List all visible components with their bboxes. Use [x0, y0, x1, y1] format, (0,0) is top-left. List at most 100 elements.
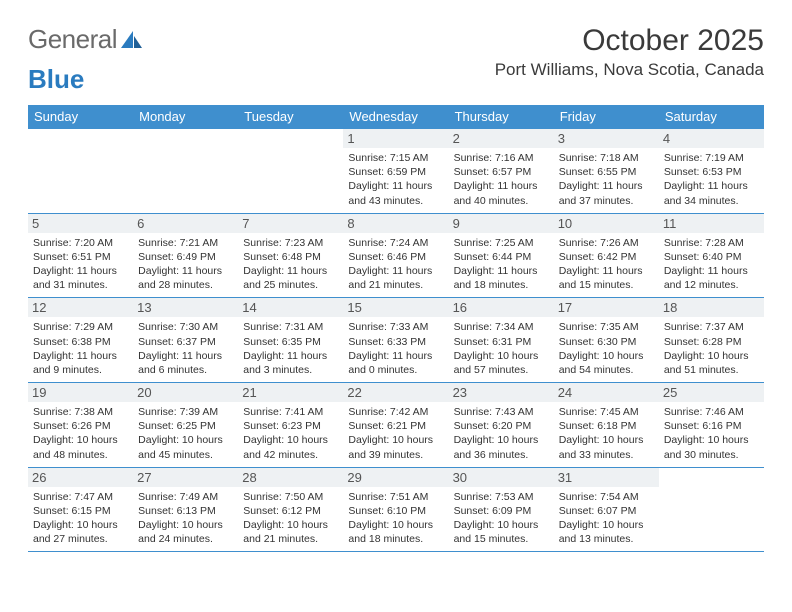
day-details: Sunrise: 7:26 AMSunset: 6:42 PMDaylight:…	[559, 236, 654, 293]
daylight-line: Daylight: 11 hours and 40 minutes.	[454, 179, 549, 207]
day-cell	[238, 129, 343, 213]
day-cell: 7Sunrise: 7:23 AMSunset: 6:48 PMDaylight…	[238, 214, 343, 298]
day-number: 4	[659, 129, 764, 148]
day-cell: 5 Sunrise: 7:20 AMSunset: 6:51 PMDaylight…	[28, 214, 133, 298]
day-cell: 26Sunrise: 7:47 AMSunset: 6:15 PMDayligh…	[28, 468, 133, 552]
sunrise-line: Sunrise: 7:21 AM	[138, 236, 233, 250]
daylight-line: Daylight: 10 hours and 45 minutes.	[138, 433, 233, 461]
day-details: Sunrise: 7:39 AMSunset: 6:25 PMDaylight:…	[138, 405, 233, 462]
day-cell: 20 Sunrise: 7:39 AMSunset: 6:25 PMDayligh…	[133, 383, 238, 467]
day-details: Sunrise: 7:15 AMSunset: 6:59 PMDaylight:…	[348, 151, 443, 208]
day-cell: 13 Sunrise: 7:30 AMSunset: 6:37 PMDayligh…	[133, 298, 238, 382]
daylight-line: Daylight: 11 hours and 15 minutes.	[559, 264, 654, 292]
day-details: Sunrise: 7:20 AMSunset: 6:51 PMDaylight:…	[33, 236, 128, 293]
day-number: 9	[449, 214, 554, 233]
sunrise-line: Sunrise: 7:47 AM	[33, 490, 128, 504]
week-row: 19Sunrise: 7:38 AMSunset: 6:26 PMDayligh…	[28, 383, 764, 468]
weekday-header: Monday	[133, 105, 238, 129]
daylight-line: Daylight: 11 hours and 25 minutes.	[243, 264, 338, 292]
day-cell: 18Sunrise: 7:37 AMSunset: 6:28 PMDayligh…	[659, 298, 764, 382]
weekday-header-row: Sunday Monday Tuesday Wednesday Thursday…	[28, 105, 764, 129]
day-cell: 9Sunrise: 7:25 AMSunset: 6:44 PMDaylight…	[449, 214, 554, 298]
location-label: Port Williams, Nova Scotia, Canada	[495, 60, 764, 80]
sunset-line: Sunset: 6:09 PM	[454, 504, 549, 518]
daylight-line: Daylight: 10 hours and 21 minutes.	[243, 518, 338, 546]
day-number: 12	[28, 298, 133, 317]
sunset-line: Sunset: 6:23 PM	[243, 419, 338, 433]
day-number: 18	[659, 298, 764, 317]
day-number: 1	[343, 129, 448, 148]
daylight-line: Daylight: 10 hours and 15 minutes.	[454, 518, 549, 546]
sunrise-line: Sunrise: 7:19 AM	[664, 151, 759, 165]
daylight-line: Daylight: 11 hours and 9 minutes.	[33, 349, 128, 377]
sunrise-line: Sunrise: 7:37 AM	[664, 320, 759, 334]
day-number: 14	[238, 298, 343, 317]
daylight-line: Daylight: 11 hours and 3 minutes.	[243, 349, 338, 377]
day-details: Sunrise: 7:29 AMSunset: 6:38 PMDaylight:…	[33, 320, 128, 377]
day-cell: 21Sunrise: 7:41 AMSunset: 6:23 PMDayligh…	[238, 383, 343, 467]
day-details: Sunrise: 7:41 AMSunset: 6:23 PMDaylight:…	[243, 405, 338, 462]
day-details: Sunrise: 7:34 AMSunset: 6:31 PMDaylight:…	[454, 320, 549, 377]
sunrise-line: Sunrise: 7:46 AM	[664, 405, 759, 419]
day-details: Sunrise: 7:19 AMSunset: 6:53 PMDaylight:…	[664, 151, 759, 208]
sunrise-line: Sunrise: 7:30 AM	[138, 320, 233, 334]
daylight-line: Daylight: 10 hours and 24 minutes.	[138, 518, 233, 546]
sunrise-line: Sunrise: 7:50 AM	[243, 490, 338, 504]
daylight-line: Daylight: 11 hours and 31 minutes.	[33, 264, 128, 292]
day-number: 13	[133, 298, 238, 317]
daylight-line: Daylight: 10 hours and 57 minutes.	[454, 349, 549, 377]
sunrise-line: Sunrise: 7:18 AM	[559, 151, 654, 165]
day-details: Sunrise: 7:43 AMSunset: 6:20 PMDaylight:…	[454, 405, 549, 462]
day-number: 20	[133, 383, 238, 402]
sunrise-line: Sunrise: 7:24 AM	[348, 236, 443, 250]
sunrise-line: Sunrise: 7:42 AM	[348, 405, 443, 419]
daylight-line: Daylight: 10 hours and 39 minutes.	[348, 433, 443, 461]
day-cell: 29 Sunrise: 7:51 AMSunset: 6:10 PMDayligh…	[343, 468, 448, 552]
day-details: Sunrise: 7:30 AMSunset: 6:37 PMDaylight:…	[138, 320, 233, 377]
day-cell: 23 Sunrise: 7:43 AMSunset: 6:20 PMDayligh…	[449, 383, 554, 467]
day-number: 8	[343, 214, 448, 233]
daylight-line: Daylight: 11 hours and 21 minutes.	[348, 264, 443, 292]
day-number: 5	[28, 214, 133, 233]
sunrise-line: Sunrise: 7:33 AM	[348, 320, 443, 334]
logo-text-2: Blue	[28, 64, 84, 94]
weekday-header: Wednesday	[343, 105, 448, 129]
day-cell: 19Sunrise: 7:38 AMSunset: 6:26 PMDayligh…	[28, 383, 133, 467]
daylight-line: Daylight: 10 hours and 13 minutes.	[559, 518, 654, 546]
day-number: 23	[449, 383, 554, 402]
daylight-line: Daylight: 11 hours and 6 minutes.	[138, 349, 233, 377]
daylight-line: Daylight: 11 hours and 43 minutes.	[348, 179, 443, 207]
daylight-line: Daylight: 11 hours and 37 minutes.	[559, 179, 654, 207]
day-details: Sunrise: 7:51 AMSunset: 6:10 PMDaylight:…	[348, 490, 443, 547]
day-cell: 24Sunrise: 7:45 AMSunset: 6:18 PMDayligh…	[554, 383, 659, 467]
day-cell: 4 Sunrise: 7:19 AMSunset: 6:53 PMDaylight…	[659, 129, 764, 213]
day-details: Sunrise: 7:33 AMSunset: 6:33 PMDaylight:…	[348, 320, 443, 377]
day-details: Sunrise: 7:18 AMSunset: 6:55 PMDaylight:…	[559, 151, 654, 208]
day-number: 19	[28, 383, 133, 402]
day-details: Sunrise: 7:50 AMSunset: 6:12 PMDaylight:…	[243, 490, 338, 547]
week-row: 1 Sunrise: 7:15 AMSunset: 6:59 PMDaylight…	[28, 129, 764, 214]
sunrise-line: Sunrise: 7:25 AM	[454, 236, 549, 250]
sunrise-line: Sunrise: 7:54 AM	[559, 490, 654, 504]
day-details: Sunrise: 7:45 AMSunset: 6:18 PMDaylight:…	[559, 405, 654, 462]
weekday-header: Thursday	[449, 105, 554, 129]
daylight-line: Daylight: 10 hours and 51 minutes.	[664, 349, 759, 377]
daylight-line: Daylight: 11 hours and 34 minutes.	[664, 179, 759, 207]
day-details: Sunrise: 7:16 AMSunset: 6:57 PMDaylight:…	[454, 151, 549, 208]
day-details: Sunrise: 7:35 AMSunset: 6:30 PMDaylight:…	[559, 320, 654, 377]
sunrise-line: Sunrise: 7:35 AM	[559, 320, 654, 334]
day-cell: 25Sunrise: 7:46 AMSunset: 6:16 PMDayligh…	[659, 383, 764, 467]
day-cell: 8Sunrise: 7:24 AMSunset: 6:46 PMDaylight…	[343, 214, 448, 298]
sunrise-line: Sunrise: 7:43 AM	[454, 405, 549, 419]
day-cell: 1 Sunrise: 7:15 AMSunset: 6:59 PMDaylight…	[343, 129, 448, 213]
sunrise-line: Sunrise: 7:15 AM	[348, 151, 443, 165]
weekday-header: Tuesday	[238, 105, 343, 129]
sunset-line: Sunset: 6:16 PM	[664, 419, 759, 433]
day-number: 29	[343, 468, 448, 487]
sunset-line: Sunset: 6:18 PM	[559, 419, 654, 433]
sunset-line: Sunset: 6:35 PM	[243, 335, 338, 349]
day-details: Sunrise: 7:53 AMSunset: 6:09 PMDaylight:…	[454, 490, 549, 547]
sunset-line: Sunset: 6:26 PM	[33, 419, 128, 433]
day-number: 10	[554, 214, 659, 233]
day-number: 15	[343, 298, 448, 317]
